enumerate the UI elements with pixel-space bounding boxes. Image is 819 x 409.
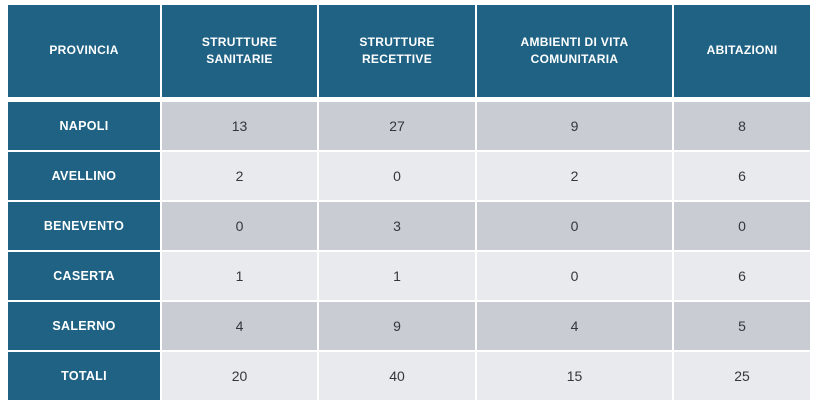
column-header-provincia: PROVINCIA	[8, 5, 160, 97]
cell-value: 13	[162, 102, 317, 150]
row-label: AVELLINO	[8, 152, 160, 200]
cell-value: 25	[674, 352, 810, 400]
cell-value: 9	[319, 302, 475, 350]
cell-value: 2	[162, 152, 317, 200]
cell-value: 40	[319, 352, 475, 400]
column-header-ambienti-di-vita: AMBIENTI DI VITA COMUNITARIA	[477, 5, 672, 97]
table-header-row: PROVINCIA STRUTTURE SANITARIE STRUTTURE …	[8, 5, 811, 97]
table-body: NAPOLI 13 27 9 8 AVELLINO 2 0 2 6 BENEVE…	[8, 102, 811, 400]
cell-value: 0	[477, 202, 672, 250]
cell-value: 15	[477, 352, 672, 400]
cell-value: 0	[162, 202, 317, 250]
cell-value: 0	[477, 252, 672, 300]
cell-value: 5	[674, 302, 810, 350]
cell-value: 6	[674, 252, 810, 300]
cell-value: 1	[319, 252, 475, 300]
cell-value: 4	[477, 302, 672, 350]
row-label: NAPOLI	[8, 102, 160, 150]
cell-value: 0	[319, 152, 475, 200]
cell-value: 2	[477, 152, 672, 200]
row-label: BENEVENTO	[8, 202, 160, 250]
cell-value: 9	[477, 102, 672, 150]
cell-value: 3	[319, 202, 475, 250]
column-header-strutture-sanitarie: STRUTTURE SANITARIE	[162, 5, 317, 97]
cell-value: 27	[319, 102, 475, 150]
row-label: SALERNO	[8, 302, 160, 350]
cell-value: 0	[674, 202, 810, 250]
cell-value: 20	[162, 352, 317, 400]
cell-value: 6	[674, 152, 810, 200]
row-label: TOTALI	[8, 352, 160, 400]
cell-value: 4	[162, 302, 317, 350]
cell-value: 8	[674, 102, 810, 150]
column-header-strutture-recettive: STRUTTURE RECETTIVE	[319, 5, 475, 97]
row-label: CASERTA	[8, 252, 160, 300]
column-header-abitazioni: ABITAZIONI	[674, 5, 810, 97]
cell-value: 1	[162, 252, 317, 300]
